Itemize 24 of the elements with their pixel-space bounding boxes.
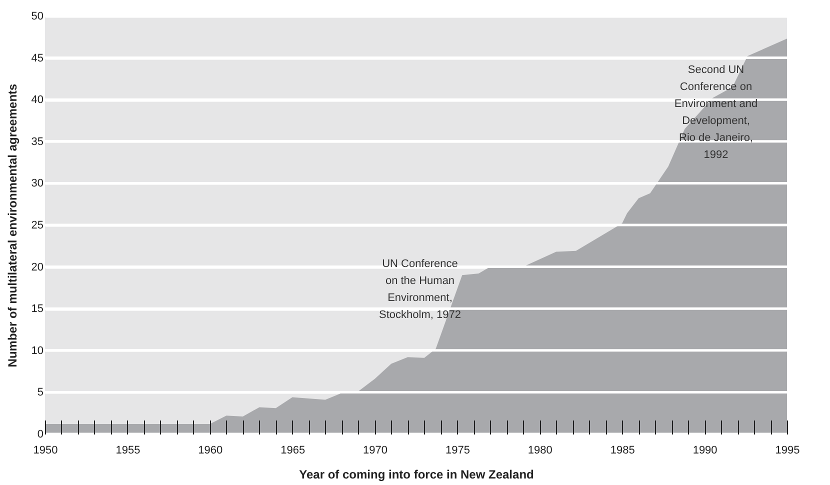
x-tick-label: 1985	[610, 444, 635, 456]
y-tick-label: 5	[37, 386, 44, 399]
x-tick-label: 1990	[692, 444, 718, 456]
x-tick-label: 1960	[198, 444, 223, 456]
y-tick-label: 10	[31, 344, 44, 357]
x-tick-label: 1965	[280, 444, 306, 456]
y-tick-label: 50	[31, 10, 44, 22]
x-tick-label: 1950	[33, 444, 58, 456]
x-tick-label: 1955	[116, 444, 140, 456]
x-tick-label: 1975	[445, 444, 470, 456]
y-tick-label: 25	[31, 220, 44, 232]
annotation: UN Conference on the Human Environment, Stockholm, 1972	[379, 258, 461, 321]
y-tick-label: 30	[31, 178, 44, 190]
y-tick-label: 0	[37, 428, 44, 440]
y-tick-label: 40	[31, 94, 44, 106]
y-tick-label: 45	[31, 52, 44, 64]
x-tick-label: 1980	[528, 444, 552, 456]
x-tick-label: 1970	[363, 444, 388, 456]
x-tick-label: 1995	[775, 444, 800, 456]
y-axis-title: Number of multilateral environmental agreements	[5, 83, 20, 368]
y-tick-label: 20	[31, 261, 44, 274]
y-tick-label: 35	[31, 136, 44, 148]
x-axis-title: Year of coming into force in New Zealand	[299, 468, 534, 482]
y-tick-label: 15	[31, 303, 44, 316]
